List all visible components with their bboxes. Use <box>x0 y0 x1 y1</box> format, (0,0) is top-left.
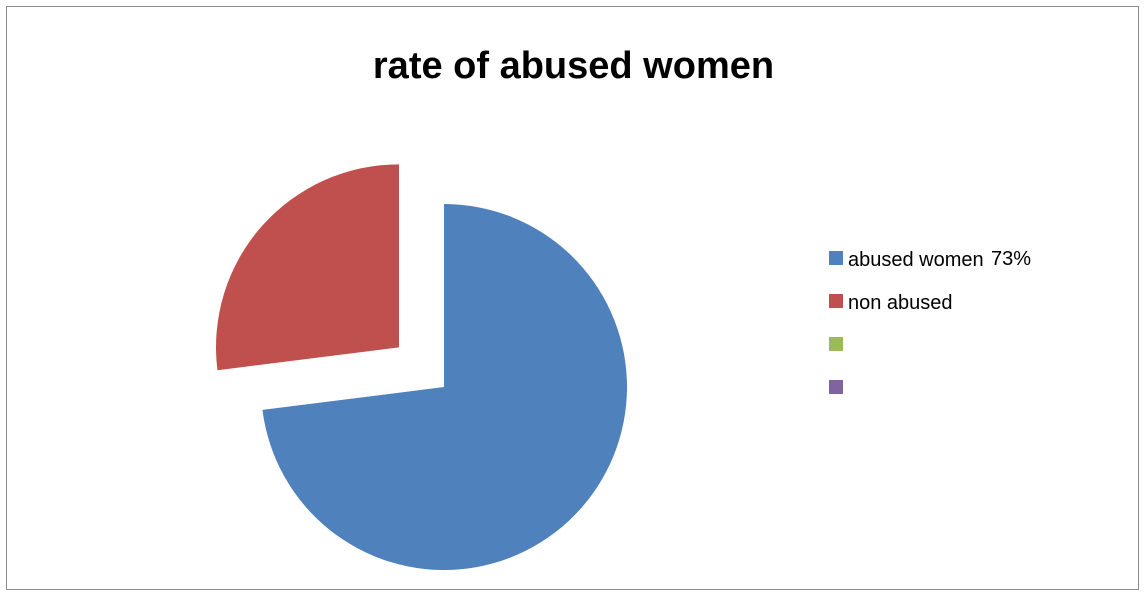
pie-slice-abused-women <box>262 204 627 570</box>
chart-area: rate of abused women abused women 73% non … <box>6 6 1139 590</box>
legend: abused women 73% non abused <box>829 247 1031 419</box>
legend-label: abused women <box>848 248 984 271</box>
legend-item: abused women 73% <box>829 247 1031 277</box>
legend-item <box>829 333 984 363</box>
legend-swatch <box>829 379 843 394</box>
pie-slice-non-abused <box>215 164 399 371</box>
legend-value: 73% <box>991 248 1032 270</box>
chart-title: rate of abused women <box>372 45 775 87</box>
legend-item <box>829 376 984 406</box>
pie-chart <box>215 164 627 570</box>
legend-swatch <box>829 250 843 265</box>
legend-item: non abused <box>829 290 984 320</box>
legend-swatch <box>829 336 843 351</box>
legend-label: non abused <box>848 291 953 314</box>
legend-swatch <box>829 293 843 308</box>
